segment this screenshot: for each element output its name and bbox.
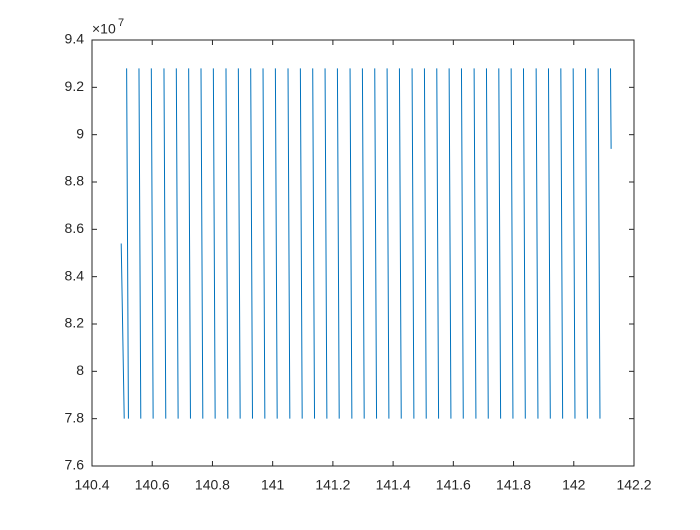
x-tick-label: 141.4 <box>376 477 411 493</box>
y-tick-label: 9.2 <box>65 78 85 94</box>
y-tick-label: 8.4 <box>65 267 85 283</box>
y-exponent-power: 7 <box>118 17 124 29</box>
y-tick-label: 9.4 <box>65 31 85 47</box>
y-tick-label: 8.8 <box>65 173 85 189</box>
x-tick-label: 141.2 <box>315 477 350 493</box>
x-tick-label: 142 <box>562 477 586 493</box>
y-tick-label: 8 <box>76 362 84 378</box>
x-tick-label: 141.8 <box>496 477 531 493</box>
y-exponent-base: ×10 <box>92 21 116 37</box>
y-tick-label: 7.6 <box>65 457 85 473</box>
x-tick-label: 141.6 <box>436 477 471 493</box>
y-tick-label: 7.8 <box>65 409 85 425</box>
y-tick-label: 9 <box>76 125 84 141</box>
x-tick-label: 142.2 <box>616 477 651 493</box>
x-tick-label: 140.6 <box>135 477 170 493</box>
y-tick-label: 8.6 <box>65 220 85 236</box>
x-tick-label: 140.8 <box>195 477 230 493</box>
y-tick-label: 8.2 <box>65 315 85 331</box>
data-line <box>120 68 612 419</box>
x-tick-label: 140.4 <box>74 477 109 493</box>
x-tick-label: 141 <box>261 477 285 493</box>
